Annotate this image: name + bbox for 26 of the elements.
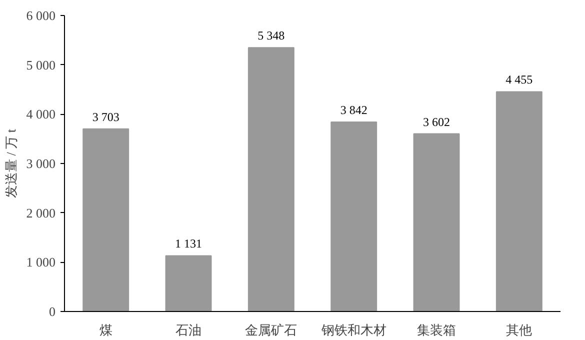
y-tick-label: 2 000 [26,205,56,220]
y-tick-label: 0 [49,304,56,319]
data-label: 3 602 [423,114,450,129]
y-tick-label: 3 000 [26,156,56,171]
data-label: 4 455 [506,72,533,87]
y-axis-title: 发送量 / 万 t [3,128,18,198]
y-tick-label: 5 000 [26,57,56,72]
data-label: 5 348 [258,28,285,43]
x-tick-label: 集装箱 [417,322,456,338]
data-label: 3 703 [92,110,120,124]
data-label: 3 842 [340,102,368,117]
x-tick-label: 其他 [506,322,532,338]
bar [82,128,130,312]
x-tick-label: 煤 [99,322,112,338]
data-label: 1 131 [175,236,202,251]
x-tick-label: 石油 [176,322,202,338]
bar [413,133,460,312]
bar [330,121,378,312]
y-tick-label: 6 000 [26,8,56,23]
bar [165,255,212,312]
bar [248,47,294,312]
x-tick-label: 金属矿石 [245,322,298,338]
y-tick-label: 1 000 [26,254,56,270]
bar [496,91,542,312]
y-tick-label: 4 000 [26,106,56,122]
x-tick-label: 钢铁和木材 [320,322,386,338]
